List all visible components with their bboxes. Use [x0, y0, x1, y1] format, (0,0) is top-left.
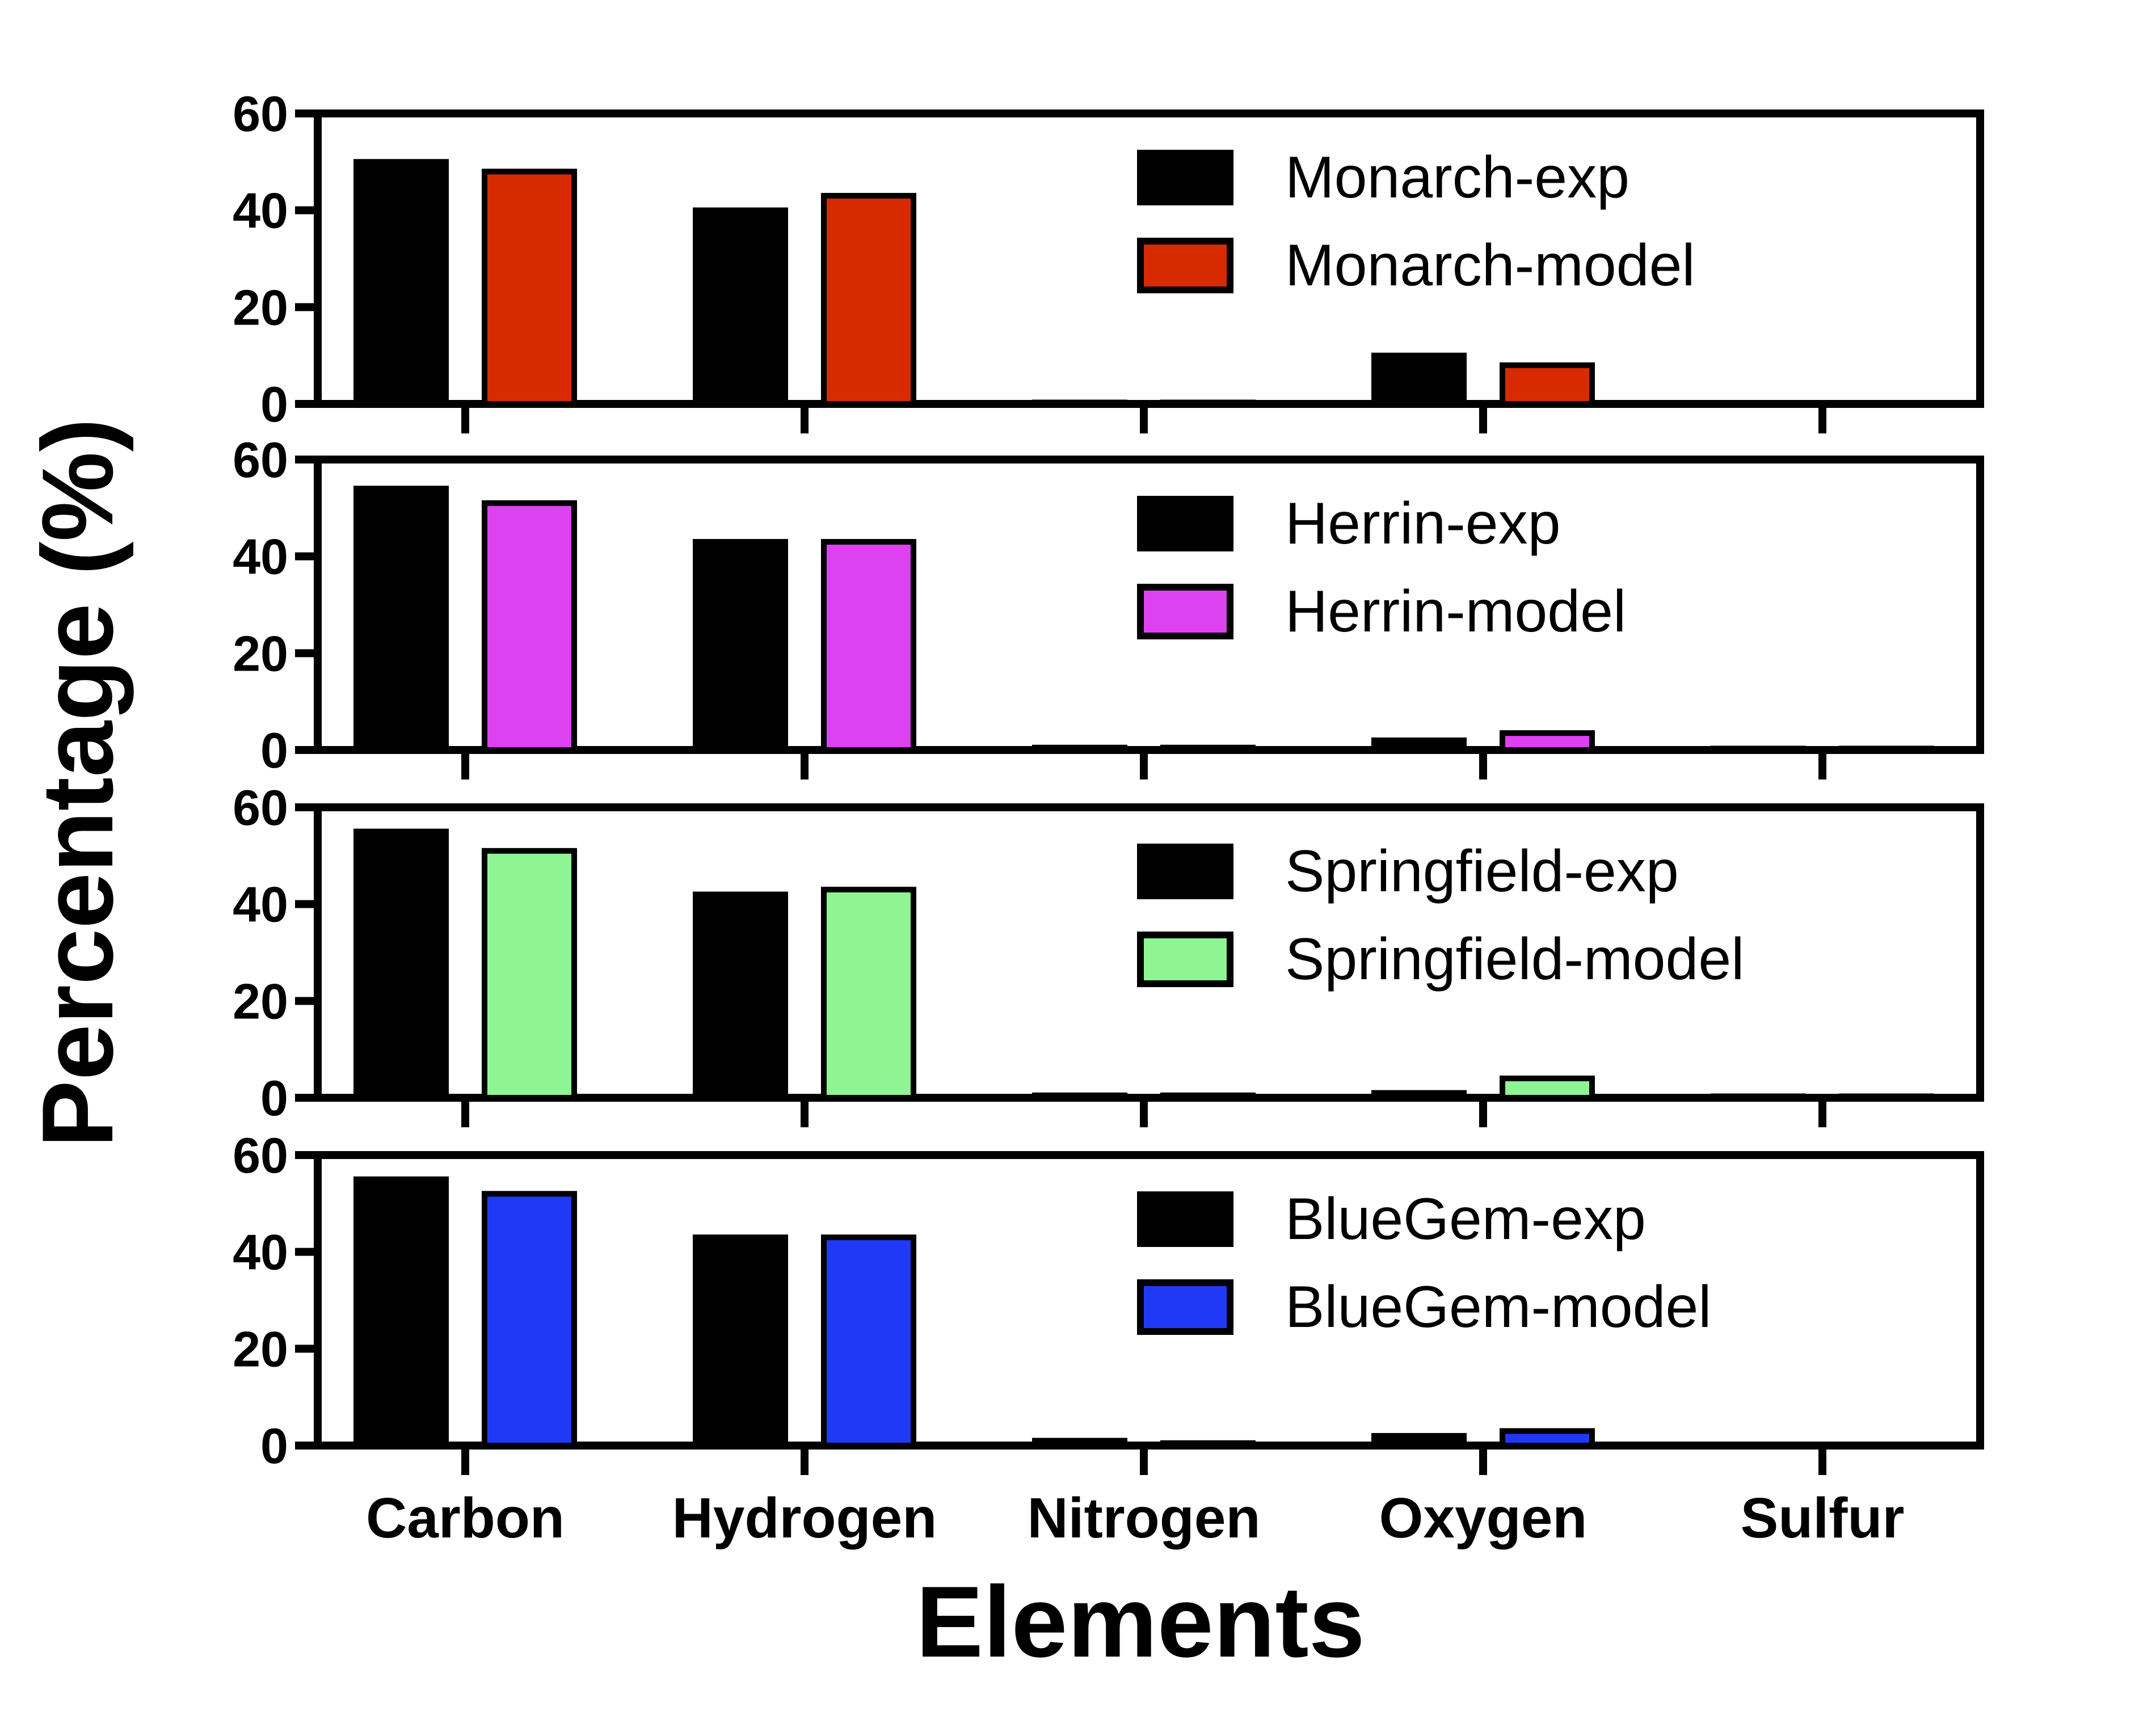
bar-hydrogen-exp — [693, 891, 788, 1101]
y-tick-label: 40 — [233, 183, 288, 239]
legend-label: BlueGem-model — [1285, 1274, 1711, 1340]
panel-frame — [314, 456, 1984, 754]
y-tick-label: 0 — [260, 1418, 288, 1474]
y-axis-title: Percentage (%) — [21, 418, 134, 1148]
bar-nitrogen-model — [1160, 1440, 1256, 1449]
bar-oxygen-exp — [1371, 1090, 1467, 1101]
x-axis-title: Elements — [916, 1565, 1365, 1678]
legend-swatch — [1137, 1279, 1233, 1335]
legend-swatch — [1137, 932, 1233, 987]
bar-nitrogen-exp — [1032, 399, 1127, 407]
y-tick-label: 60 — [233, 779, 288, 836]
legend-swatch — [1137, 844, 1233, 899]
legend-label: BlueGem-exp — [1285, 1186, 1646, 1252]
panel-2: 0 20 40 60 Herrin-exp Herrin-model — [233, 432, 1984, 779]
bar-carbon-model — [482, 1191, 577, 1448]
bar-nitrogen-model — [1160, 399, 1256, 407]
x-tick-label: Nitrogen — [1027, 1486, 1260, 1550]
bar-hydrogen-exp — [693, 1234, 788, 1448]
y-tick-label: 40 — [233, 1224, 288, 1280]
bar-oxygen-model — [1500, 1075, 1595, 1101]
bar-sulfur-exp — [1711, 745, 1806, 753]
bar-nitrogen-exp — [1032, 744, 1127, 753]
bar-carbon-model — [482, 848, 577, 1101]
y-tick-label: 20 — [233, 973, 288, 1029]
legend-swatch — [1137, 1191, 1233, 1247]
y-tick-label: 20 — [233, 625, 288, 681]
panel-frame — [314, 109, 1984, 408]
legend-label: Herrin-model — [1285, 579, 1626, 644]
legend-label: Herrin-exp — [1285, 491, 1560, 557]
legend-swatch — [1137, 496, 1233, 551]
x-tick-label: Oxygen — [1379, 1486, 1588, 1550]
legend-label: Springfield-model — [1285, 926, 1744, 992]
bar-nitrogen-model — [1160, 1092, 1256, 1101]
y-tick-label: 40 — [233, 877, 288, 933]
bar-oxygen-model — [1500, 362, 1595, 407]
bar-hydrogen-model — [821, 539, 916, 753]
bar-hydrogen-model — [821, 1234, 916, 1448]
bar-nitrogen-exp — [1032, 1438, 1127, 1448]
bar-sulfur-model — [1839, 1093, 1934, 1101]
panel-1: 0 20 40 60 Monarch-exp Monarch-model — [233, 86, 1984, 433]
bar-nitrogen-exp — [1032, 1092, 1127, 1101]
bar-nitrogen-model — [1160, 744, 1256, 753]
bar-carbon-exp — [353, 1176, 449, 1449]
panel-frame — [314, 1151, 1984, 1450]
bar-sulfur-exp — [1711, 1093, 1806, 1101]
bar-carbon-exp — [353, 828, 449, 1101]
legend-label: Monarch-exp — [1285, 145, 1629, 210]
x-tick-label: Hydrogen — [672, 1486, 937, 1550]
bar-hydrogen-exp — [693, 539, 788, 753]
legend-swatch — [1137, 238, 1233, 293]
bar-oxygen-exp — [1371, 737, 1467, 753]
panel-4: 0 20 40 60 BlueGem-exp BlueGem-model — [233, 1127, 1984, 1475]
panels-layer: 0 20 40 60 Monarch-exp Monarch-model 0 20 40 60 He… — [233, 86, 1984, 1475]
panel-frame — [314, 803, 1984, 1102]
bar-oxygen-model — [1500, 1428, 1595, 1448]
bar-carbon-exp — [353, 159, 449, 407]
y-tick-label: 40 — [233, 529, 288, 585]
y-tick-label: 60 — [233, 1127, 288, 1183]
bar-carbon-model — [482, 500, 577, 753]
y-tick-label: 20 — [233, 1321, 288, 1377]
bar-sulfur-model — [1839, 745, 1934, 753]
x-tick-label: Sulfur — [1741, 1486, 1905, 1550]
y-tick-label: 0 — [260, 376, 288, 432]
legend-swatch — [1137, 150, 1233, 205]
axis-layer: Percentage (%) Elements Carbon Hydrogen Ni… — [21, 418, 1904, 1678]
bar-oxygen-exp — [1371, 1432, 1467, 1449]
panel-3: 0 20 40 60 Springfield-exp Springfield-model — [233, 779, 1984, 1127]
bar-carbon-exp — [353, 486, 449, 753]
bar-hydrogen-exp — [693, 207, 788, 407]
y-tick-label: 0 — [260, 1070, 288, 1126]
bar-carbon-model — [482, 168, 577, 407]
bar-hydrogen-model — [821, 887, 916, 1101]
y-tick-label: 60 — [233, 432, 288, 488]
y-tick-label: 20 — [233, 279, 288, 335]
bar-oxygen-model — [1500, 730, 1595, 753]
legend-swatch — [1137, 584, 1233, 639]
y-tick-label: 0 — [260, 722, 288, 778]
bar-oxygen-exp — [1371, 352, 1467, 407]
bar-hydrogen-model — [821, 193, 916, 407]
x-tick-label: Carbon — [366, 1486, 565, 1550]
y-tick-label: 60 — [233, 86, 288, 142]
legend-label: Monarch-model — [1285, 233, 1695, 298]
legend-label: Springfield-exp — [1285, 838, 1679, 904]
